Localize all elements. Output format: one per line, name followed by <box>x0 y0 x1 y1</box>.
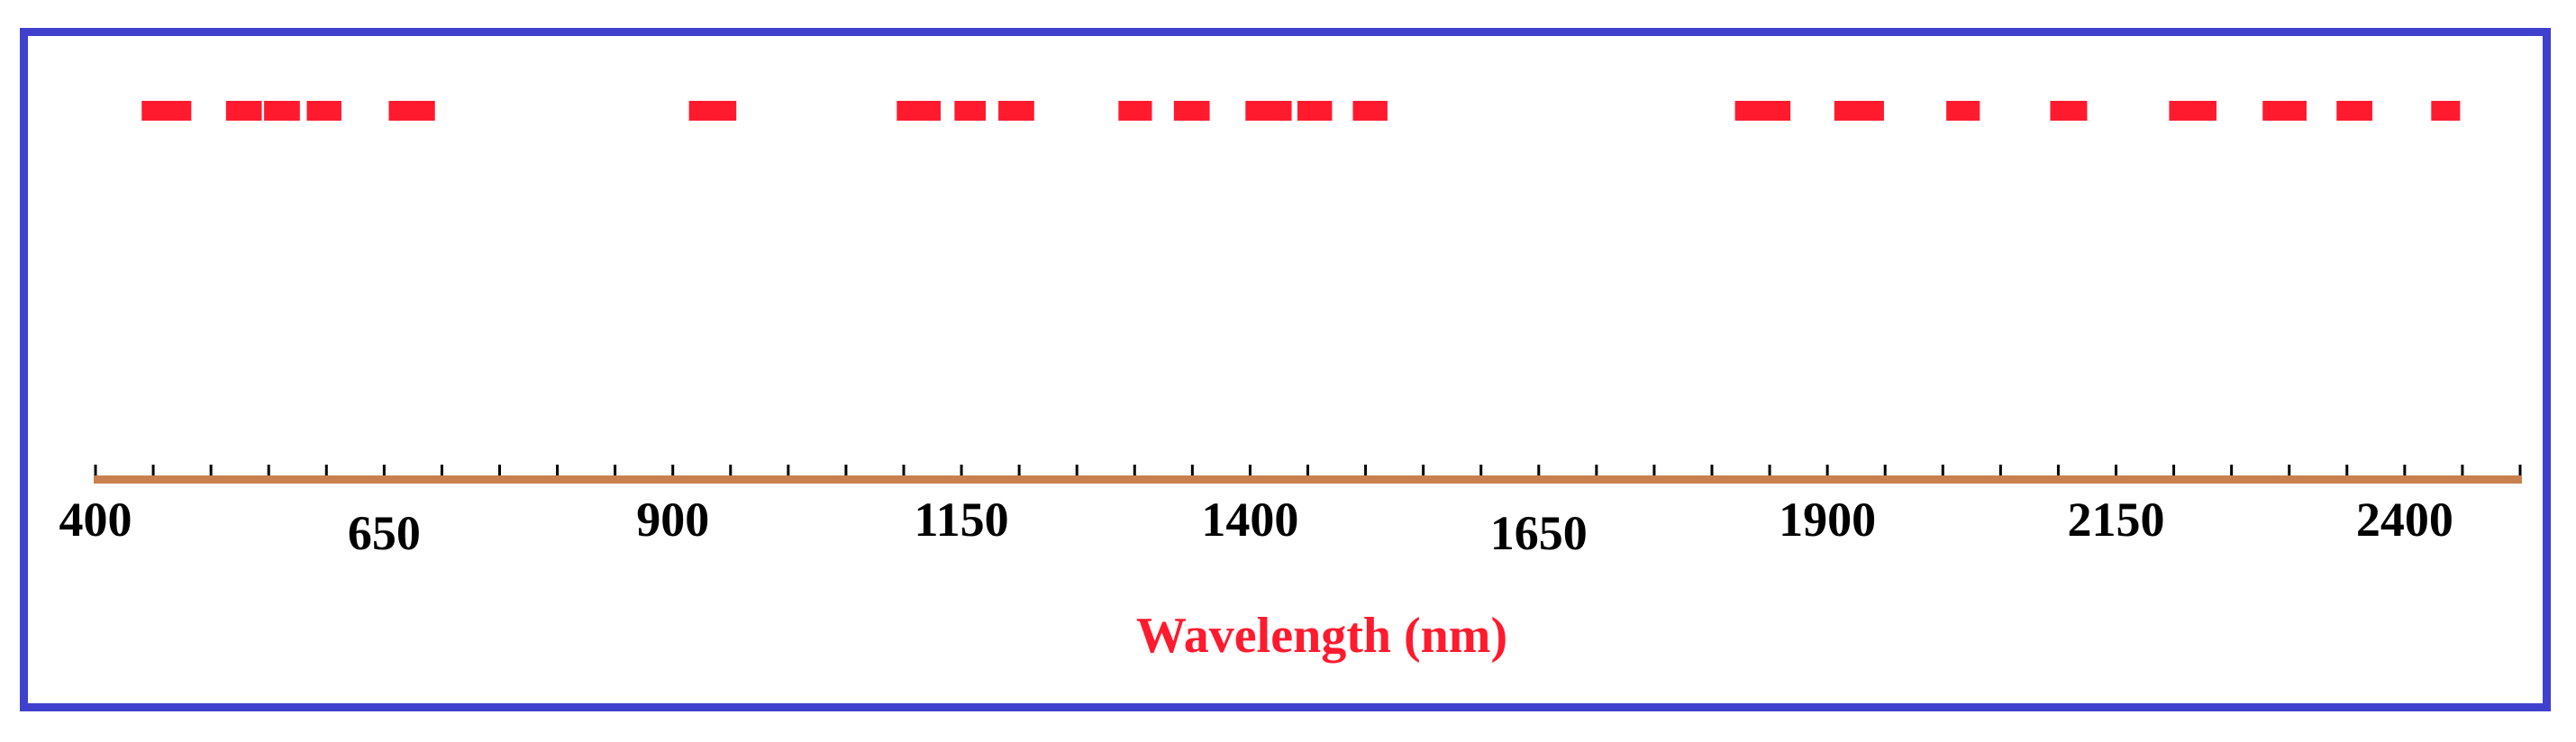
band-1 <box>141 101 192 121</box>
wavelength-band-chart: 400 650 900 1150 1400 1650 1900 2150 2400 Wavele… <box>59 101 2522 664</box>
band-19 <box>2169 101 2216 121</box>
bands-layer <box>141 101 2461 121</box>
x-tick-label-1650: 1650 <box>1490 506 1588 560</box>
band-16 <box>1834 101 1884 121</box>
band-4 <box>306 101 341 121</box>
band-15 <box>1734 101 1791 121</box>
x-axis <box>94 465 2522 484</box>
band-13 <box>1297 101 1333 121</box>
band-18 <box>2050 101 2088 121</box>
band-7 <box>897 101 942 121</box>
x-tick-label-900: 900 <box>636 493 709 547</box>
band-21 <box>2336 101 2372 121</box>
band-14 <box>1352 101 1388 121</box>
band-5 <box>388 101 435 121</box>
x-tick-label-2400: 2400 <box>2356 493 2453 547</box>
band-11 <box>1173 101 1210 121</box>
x-tick-label-1400: 1400 <box>1201 493 1298 547</box>
band-22 <box>2431 101 2461 121</box>
band-20 <box>2262 101 2307 121</box>
x-tick-label-2150: 2150 <box>2068 493 2165 547</box>
x-tick-label-1150: 1150 <box>915 493 1009 547</box>
x-tick-label-400: 400 <box>59 493 132 547</box>
x-tick-label-650: 650 <box>348 506 421 560</box>
band-2 <box>225 101 262 121</box>
x-tick-label-1900: 1900 <box>1779 493 1876 547</box>
figure-frame: 400 650 900 1150 1400 1650 1900 2150 2400 Wavele… <box>20 28 2551 711</box>
band-8 <box>954 101 986 121</box>
x-tick-labels: 400 650 900 1150 1400 1650 1900 2150 2400 <box>59 493 2453 560</box>
band-9 <box>998 101 1034 121</box>
band-6 <box>688 101 737 121</box>
band-10 <box>1118 101 1152 121</box>
band-3 <box>264 101 300 121</box>
band-12 <box>1245 101 1292 121</box>
band-17 <box>1946 101 1980 121</box>
x-axis-line <box>94 475 2522 484</box>
x-axis-title: Wavelength (nm) <box>1136 608 1507 664</box>
